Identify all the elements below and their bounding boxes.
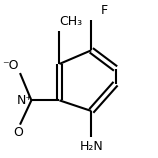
Text: O: O (14, 126, 23, 139)
Text: F: F (100, 4, 107, 17)
Text: ⁻O: ⁻O (2, 58, 18, 72)
Text: N⁺: N⁺ (17, 94, 33, 107)
Text: CH₃: CH₃ (59, 15, 83, 27)
Text: H₂N: H₂N (79, 140, 103, 153)
